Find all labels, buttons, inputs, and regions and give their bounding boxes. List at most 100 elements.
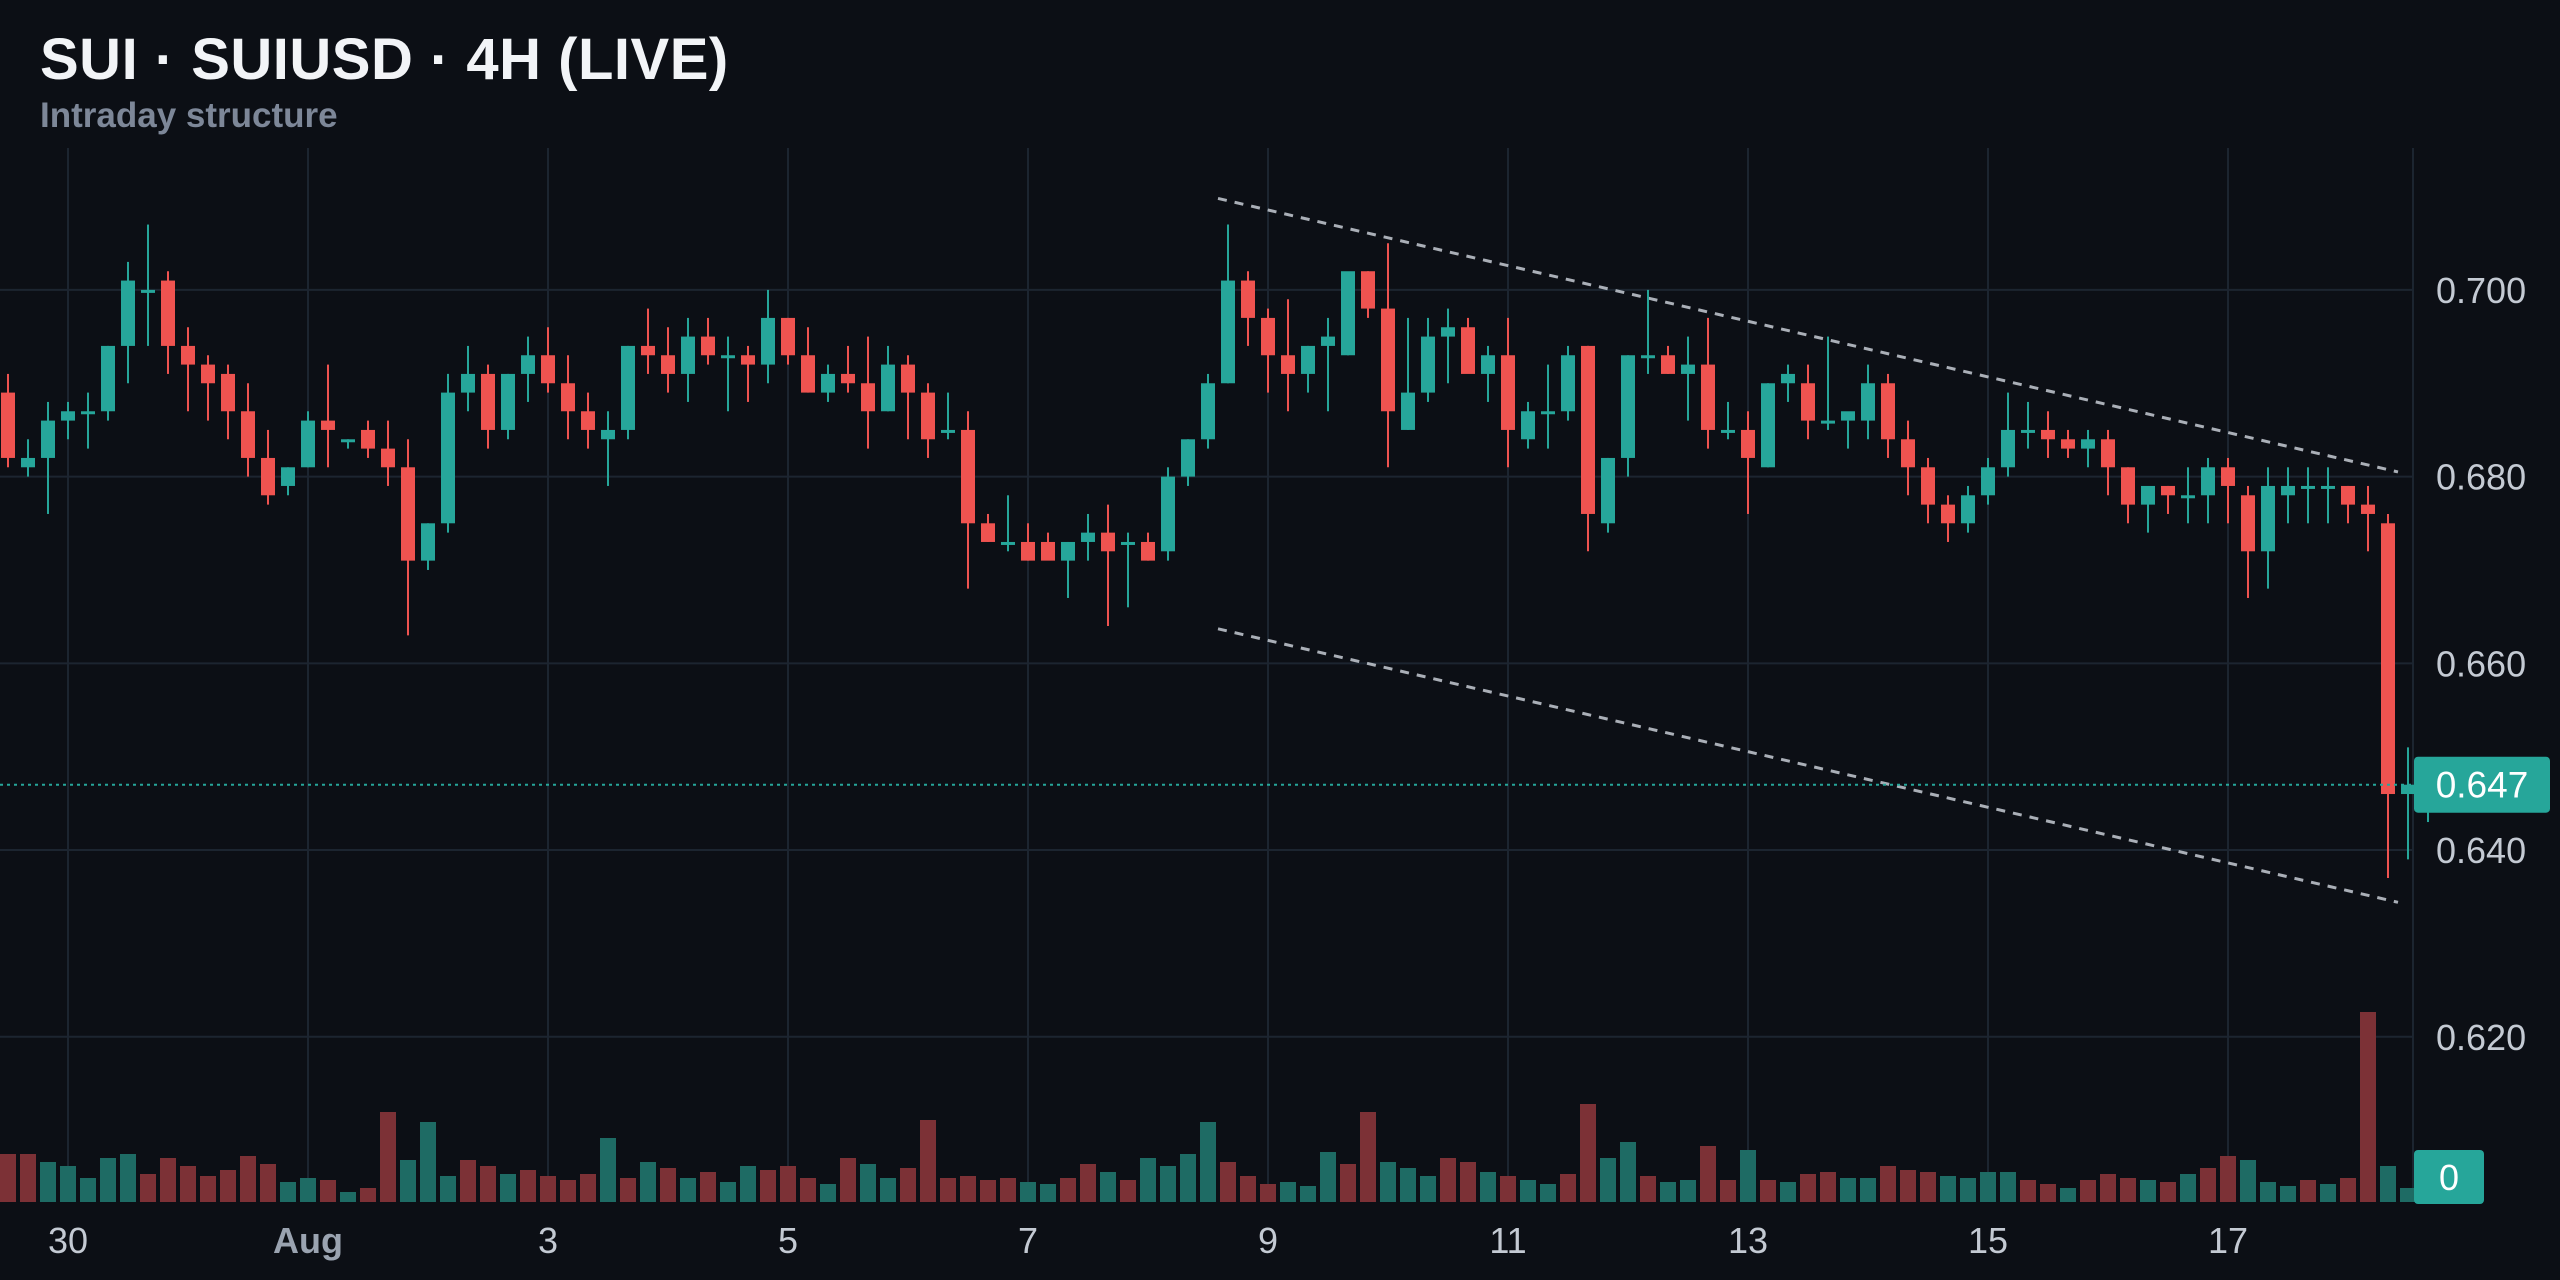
candle[interactable] — [901, 355, 915, 440]
trendline-upper[interactable] — [1217, 196, 2399, 474]
candle[interactable] — [2061, 429, 2075, 458]
candle[interactable] — [1701, 317, 1715, 449]
candle[interactable] — [2201, 457, 2215, 524]
candle[interactable] — [121, 261, 135, 384]
candle[interactable] — [221, 364, 235, 440]
candle[interactable] — [1841, 411, 1855, 449]
candle[interactable] — [81, 392, 95, 449]
candle[interactable] — [2141, 485, 2155, 533]
candle[interactable] — [1181, 439, 1195, 486]
candle[interactable] — [741, 345, 755, 402]
candle[interactable] — [1601, 457, 1615, 533]
candle[interactable] — [21, 439, 35, 477]
candle[interactable] — [1261, 308, 1275, 393]
candle[interactable] — [2101, 429, 2115, 496]
candle[interactable] — [1681, 336, 1695, 421]
candles[interactable] — [1, 224, 2435, 879]
candle[interactable] — [1061, 541, 1075, 598]
candle[interactable] — [1541, 364, 1555, 449]
candle[interactable] — [341, 439, 355, 449]
candle[interactable] — [2301, 467, 2315, 524]
candle[interactable] — [1441, 308, 1455, 384]
candle[interactable] — [1421, 317, 1435, 402]
candle[interactable] — [1, 373, 15, 468]
candle[interactable] — [2321, 467, 2335, 524]
candle[interactable] — [921, 383, 935, 458]
candle[interactable] — [1201, 373, 1215, 449]
candle[interactable] — [1981, 457, 1995, 505]
candle[interactable] — [1301, 345, 1315, 393]
candle[interactable] — [2401, 747, 2415, 860]
candle[interactable] — [2121, 467, 2135, 524]
candle[interactable] — [2001, 392, 2015, 477]
candle[interactable] — [481, 364, 495, 449]
candle[interactable] — [1021, 523, 1035, 561]
candle[interactable] — [861, 336, 875, 449]
candle[interactable] — [201, 355, 215, 421]
candle[interactable] — [1081, 513, 1095, 561]
candle[interactable] — [2241, 485, 2255, 598]
candle[interactable] — [1581, 345, 1595, 552]
candle[interactable] — [2181, 467, 2195, 524]
candle[interactable] — [421, 523, 435, 570]
candle[interactable] — [881, 345, 895, 412]
candle[interactable] — [1241, 271, 1255, 346]
candle[interactable] — [721, 336, 735, 412]
candle[interactable] — [1161, 467, 1175, 561]
candle[interactable] — [581, 392, 595, 449]
candle[interactable] — [501, 373, 515, 440]
candle[interactable] — [2261, 467, 2275, 589]
candle[interactable] — [181, 327, 195, 412]
candle[interactable] — [1721, 401, 1735, 440]
candle[interactable] — [961, 411, 975, 589]
candle[interactable] — [1921, 457, 1935, 524]
candle[interactable] — [1641, 289, 1655, 374]
candle[interactable] — [321, 364, 335, 468]
candle[interactable] — [1221, 224, 1235, 384]
trendline-lower[interactable] — [1217, 627, 2399, 904]
candle[interactable] — [2021, 401, 2035, 449]
candle[interactable] — [621, 345, 635, 440]
candle[interactable] — [1461, 317, 1475, 374]
candle[interactable] — [981, 513, 995, 542]
candle[interactable] — [781, 317, 795, 365]
candle[interactable] — [1741, 411, 1755, 514]
candle[interactable] — [141, 224, 155, 346]
candle[interactable] — [1321, 317, 1335, 412]
candle[interactable] — [1781, 364, 1795, 402]
candle[interactable] — [661, 327, 675, 393]
candle[interactable] — [1761, 383, 1775, 468]
candle[interactable] — [821, 364, 835, 402]
candle[interactable] — [401, 439, 415, 636]
candle[interactable] — [1801, 364, 1815, 440]
candle[interactable] — [1861, 364, 1875, 440]
candle[interactable] — [301, 411, 315, 468]
candle[interactable] — [601, 411, 615, 486]
candle[interactable] — [2221, 457, 2235, 524]
candle[interactable] — [1821, 336, 1835, 430]
candle[interactable] — [1661, 345, 1675, 374]
candle[interactable] — [1141, 532, 1155, 561]
candle[interactable] — [761, 289, 775, 384]
candle[interactable] — [2361, 485, 2375, 552]
candle[interactable] — [1121, 532, 1135, 608]
candle[interactable] — [1881, 373, 1895, 458]
channel-trendlines[interactable] — [1217, 196, 2399, 904]
candle[interactable] — [541, 327, 555, 393]
candle[interactable] — [1961, 485, 1975, 533]
candle[interactable] — [41, 401, 55, 514]
candle[interactable] — [2161, 485, 2175, 514]
candle[interactable] — [2281, 467, 2295, 524]
candle[interactable] — [1401, 317, 1415, 430]
candle[interactable] — [1941, 495, 1955, 542]
candle[interactable] — [1361, 271, 1375, 318]
candle[interactable] — [361, 420, 375, 458]
candle[interactable] — [2381, 513, 2395, 879]
candle[interactable] — [1621, 355, 1635, 477]
candle[interactable] — [801, 327, 815, 393]
candle[interactable] — [2081, 429, 2095, 468]
candle[interactable] — [281, 467, 295, 496]
candle[interactable] — [61, 401, 75, 440]
candle[interactable] — [1001, 495, 1015, 552]
